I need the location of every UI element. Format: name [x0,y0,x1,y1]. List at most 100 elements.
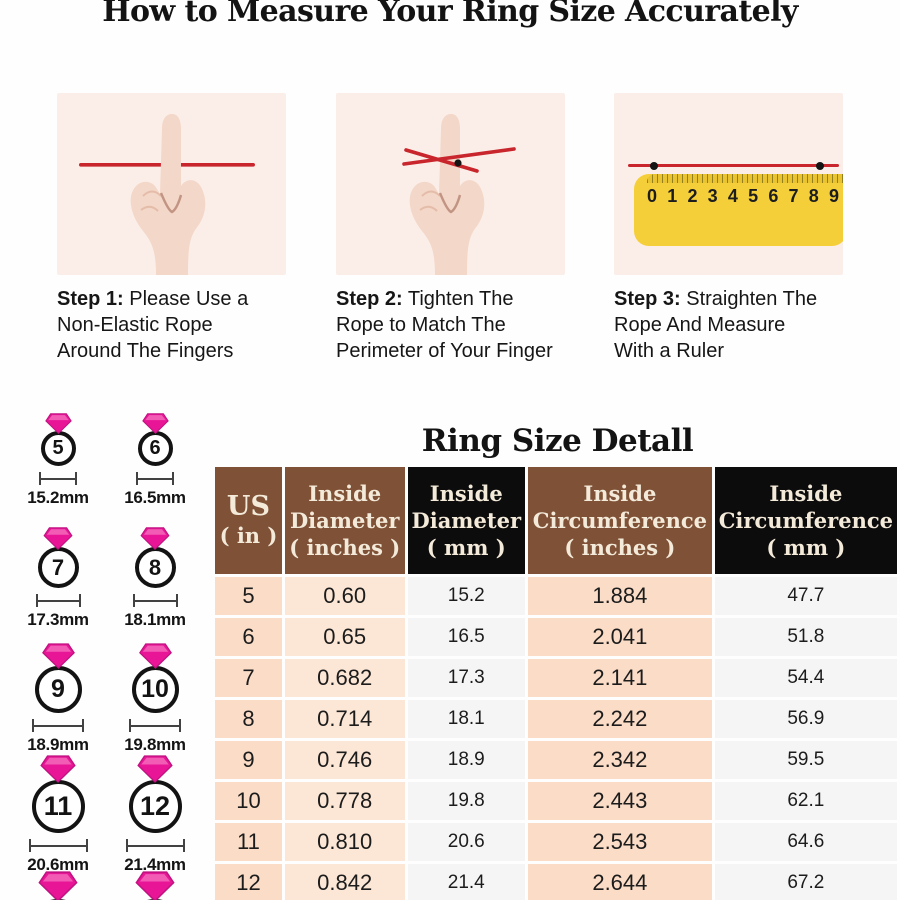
diamond-icon [44,413,72,434]
table-cell: 0.842 [284,864,405,900]
ring-circle: 10 [131,666,179,713]
table-cell: 5 [215,577,282,615]
ruler-number: 4 [727,186,738,206]
diameter-bracket [32,719,84,732]
table-cell: 6 [215,618,282,656]
rope-cross-lines [402,147,516,173]
ring-size-number: 6 [149,437,161,459]
table-cell: 15.2 [407,577,526,615]
ring-size-number: 8 [148,554,162,580]
diameter-bracket [136,472,174,485]
ring-size-number: 7 [51,554,65,580]
table-cell: 2.342 [528,741,712,779]
table-cell: 0.746 [284,741,405,779]
ring-gauge: 10 19.8mm [107,643,203,755]
ring-size-table: US( in ) Inside Diameter( inches ) Inside Di… [212,464,900,900]
ring-circle: 12 [128,780,182,833]
table-cell: 67.2 [714,864,897,900]
ring-diameter-label: 16.5mm [124,488,186,507]
table-cell: 18.1 [407,700,526,738]
ring-size-number: 5 [52,437,64,459]
ruler-number: 0 [647,186,658,206]
finger-gap-shadow [159,192,183,214]
rope-start-dot [650,161,658,170]
table-body: 5 0.60 15.2 1.884 47.7 6 0.65 16.5 2.041 51.8 7 0.6… [215,577,897,900]
table-header-cell: US( in ) [215,467,282,574]
table-row: 6 0.65 16.5 2.041 51.8 [215,618,897,656]
table-row: 5 0.60 15.2 1.884 47.7 [215,577,897,615]
table-cell: 0.714 [284,700,405,738]
rope-knot-dot [454,159,462,167]
table-header-cell: Inside Diameter( inches ) [284,467,405,574]
ruler-number: 7 [788,186,799,206]
table-cell: 64.6 [714,823,897,861]
ring-gauge: 8 18.1mm [107,527,203,630]
hand-crossed-rope-image [402,114,516,275]
ruler-number: 6 [768,186,779,206]
diamond-icon [40,755,76,783]
table-cell: 0.682 [284,659,405,697]
table-header-cell: Inside Circumference( inches ) [528,467,712,574]
ring-diameter-label: 18.1mm [124,610,186,629]
table-cell: 0.810 [284,823,405,861]
ring-gauge: 7 17.3mm [10,527,106,630]
table-row: 10 0.778 19.8 2.443 62.1 [215,782,897,820]
diameter-bracket [129,719,181,732]
table-cell: 17.3 [407,659,526,697]
table-header-cell: Inside Diameter( mm ) [407,467,526,574]
ring-size-number: 9 [51,675,65,703]
table-cell: 2.443 [528,782,712,820]
ruler-number: 9 [828,186,839,206]
diameter-bracket [39,472,77,485]
ring-circle: 9 [34,666,82,713]
table-cell: 2.242 [528,700,712,738]
ring-circle: 8 [134,547,176,588]
step2-label: Step 2: [336,288,403,310]
diameter-bracket [28,839,88,852]
table-cell: 10 [215,782,282,820]
ring-gauge: 11 20.6mm [10,755,106,875]
ruler-number: 5 [748,186,759,206]
ruler-ticks [647,174,843,183]
table-row: 9 0.746 18.9 2.342 59.5 [215,741,897,779]
ruler-number: 3 [707,186,718,206]
table-cell: 16.5 [407,618,526,656]
ring-diameter-label: 15.2mm [27,488,89,507]
ring-gauge: 12 21.4mm [107,755,203,875]
ring-gauge [10,871,106,900]
table-cell: 21.4 [407,864,526,900]
ring-gauge [107,871,203,900]
diamond-icon [138,643,172,669]
ring-gauge: 6 16.5mm [107,413,203,508]
table-cell: 0.60 [284,577,405,615]
ruler-number: 8 [808,186,819,206]
ring-diameter-label: 17.3mm [27,610,89,629]
ring-diameter-label: 18.9mm [27,735,89,754]
table-row: 7 0.682 17.3 2.141 54.4 [215,659,897,697]
table-cell: 12 [215,864,282,900]
diamond-icon [135,871,175,900]
ring-size-number: 11 [43,791,73,821]
hand-shape [130,114,206,275]
ring-diameter-label: 19.8mm [124,735,186,754]
step3-label: Step 3: [614,288,681,310]
ruler-number: 2 [687,186,698,206]
finger-gap-shadow [438,192,462,214]
hand-shape [409,114,485,275]
page-title: How to Measure Your Ring Size Accurately [102,0,798,29]
table-title: Ring Size Detall [421,423,694,459]
ring-size-number: 12 [139,791,171,821]
table-cell: 0.65 [284,618,405,656]
step1-label: Step 1: [57,288,124,310]
step3-caption: Step 3: Straighten The Rope And Measure … [614,288,818,362]
ring-circle: 6 [137,431,173,466]
table-cell: 47.7 [714,577,897,615]
table-row: 11 0.810 20.6 2.543 64.6 [215,823,897,861]
hand-straight-rope-image [79,114,255,275]
ring-circle: 7 [37,547,79,588]
table-cell: 11 [215,823,282,861]
step2-caption: Step 2: Tighten The Rope to Match The Pe… [336,288,553,362]
ring-gauge: 5 15.2mm [10,413,106,508]
